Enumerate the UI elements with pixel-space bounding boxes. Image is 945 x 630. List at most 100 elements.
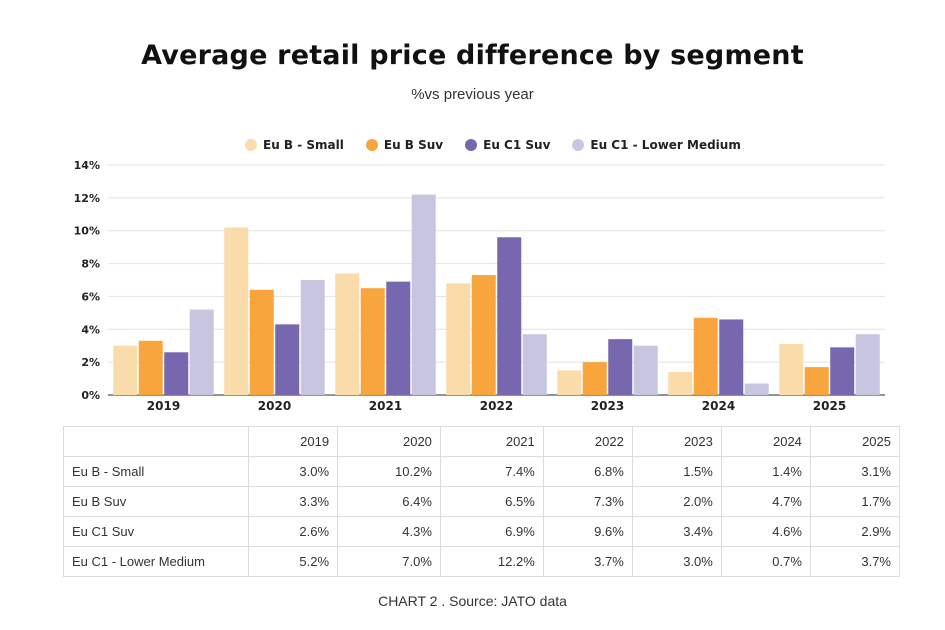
table-cell: 3.0% bbox=[631, 546, 722, 577]
bar bbox=[446, 283, 471, 395]
table-cell: 3.3% bbox=[247, 486, 339, 517]
table-cell: 2.0% bbox=[631, 486, 722, 517]
table-cell: 1.5% bbox=[631, 456, 722, 487]
table-cell: 3.7% bbox=[542, 546, 633, 577]
y-tick-label: 12% bbox=[74, 192, 100, 205]
legend: Eu B - Small Eu B Suv Eu C1 Suv Eu C1 - … bbox=[245, 135, 741, 155]
bar bbox=[275, 324, 300, 395]
bar bbox=[830, 347, 855, 395]
table-cell: 2.9% bbox=[809, 516, 901, 547]
table-cell: 7.3% bbox=[542, 486, 633, 517]
y-tick-label: 4% bbox=[81, 323, 100, 336]
bar bbox=[608, 339, 633, 395]
bar bbox=[113, 345, 138, 395]
y-tick-label: 6% bbox=[81, 290, 100, 303]
y-tick-label: 8% bbox=[81, 258, 100, 271]
bar bbox=[522, 334, 547, 395]
bar-chart: 0% 2% 4% 6% 8% 10% 12% 14% 2019 2020 2021 2022 2023 2… bbox=[74, 159, 885, 413]
bar bbox=[471, 275, 496, 395]
bar bbox=[411, 194, 436, 395]
legend-label: Eu C1 Suv bbox=[483, 138, 551, 152]
table-cell: 6.4% bbox=[337, 486, 441, 517]
chart-title: Average retail price difference by segme… bbox=[141, 40, 804, 71]
table-cell: 0.7% bbox=[720, 546, 811, 577]
table-cell: 3.0% bbox=[247, 456, 339, 487]
table-row: Eu B Suv 3.3% 6.4% 6.5% 7.3% 2.0% 4.7% 1… bbox=[63, 486, 901, 517]
bar bbox=[189, 309, 214, 395]
table-row-header: Eu B - Small bbox=[63, 456, 249, 487]
table-cell: 1.7% bbox=[809, 486, 901, 517]
bar bbox=[300, 280, 325, 395]
table-cell: 2.6% bbox=[247, 516, 339, 547]
y-tick-label: 0% bbox=[81, 389, 100, 402]
chart-caption: CHART 2 . Source: JATO data bbox=[378, 593, 567, 609]
bar bbox=[557, 370, 582, 395]
table-column-header: 2025 bbox=[809, 426, 901, 457]
legend-label: Eu C1 - Lower Medium bbox=[590, 138, 741, 152]
bar bbox=[693, 317, 718, 395]
bar bbox=[719, 319, 744, 395]
bar bbox=[582, 362, 607, 395]
table-cell: 5.2% bbox=[247, 546, 339, 577]
table-row: Eu C1 Suv 2.6% 4.3% 6.9% 9.6% 3.4% 4.6% … bbox=[63, 516, 901, 547]
legend-item-eu-c1-suv: Eu C1 Suv bbox=[465, 138, 550, 152]
table-cell: 4.6% bbox=[720, 516, 811, 547]
legend-item-eu-c1-lower-medium: Eu C1 - Lower Medium bbox=[572, 138, 741, 152]
table-column-header: 2022 bbox=[542, 426, 633, 457]
chart-subtitle: %vs previous year bbox=[411, 86, 534, 103]
x-tick-label: 2024 bbox=[702, 399, 735, 413]
table-cell: 6.9% bbox=[439, 516, 544, 547]
table-cell: 3.4% bbox=[631, 516, 722, 547]
data-table: 2019 2020 2021 2022 2023 2024 2025 Eu B … bbox=[63, 426, 901, 577]
table-header-row: 2019 2020 2021 2022 2023 2024 2025 bbox=[63, 426, 901, 457]
table-row-header: Eu B Suv bbox=[63, 486, 249, 517]
table-cell: 4.7% bbox=[720, 486, 811, 517]
bar bbox=[779, 344, 804, 395]
x-tick-label: 2023 bbox=[591, 399, 624, 413]
table-cell: 3.7% bbox=[809, 546, 901, 577]
table-column-header: 2024 bbox=[720, 426, 811, 457]
bar bbox=[744, 383, 769, 395]
bar bbox=[164, 352, 189, 395]
table-cell: 6.8% bbox=[542, 456, 633, 487]
table-cell: 3.1% bbox=[809, 456, 901, 487]
table-cell: 7.4% bbox=[439, 456, 544, 487]
bar bbox=[138, 340, 163, 395]
legend-item-eu-b-suv: Eu B Suv bbox=[365, 138, 444, 152]
y-tick-label: 10% bbox=[74, 225, 100, 238]
bar bbox=[224, 227, 249, 395]
bar bbox=[855, 334, 880, 395]
y-tick-label: 14% bbox=[74, 159, 100, 172]
table-cell: 10.2% bbox=[337, 456, 441, 487]
bar bbox=[804, 367, 829, 395]
table-cell: 4.3% bbox=[337, 516, 441, 547]
table-cell: 7.0% bbox=[337, 546, 441, 577]
table-column-header: 2023 bbox=[631, 426, 722, 457]
x-tick-label: 2025 bbox=[813, 399, 846, 413]
table-row: Eu B - Small 3.0% 10.2% 7.4% 6.8% 1.5% 1… bbox=[63, 456, 901, 487]
bar bbox=[249, 289, 274, 395]
bar bbox=[497, 237, 522, 395]
table-cell: 1.4% bbox=[720, 456, 811, 487]
bar bbox=[668, 372, 693, 395]
legend-swatch bbox=[572, 139, 585, 151]
legend-label: Eu B Suv bbox=[383, 138, 444, 152]
table-column-header: 2020 bbox=[337, 426, 441, 457]
legend-swatch bbox=[365, 139, 378, 151]
bar bbox=[633, 345, 658, 395]
table-column-header: 2021 bbox=[439, 426, 544, 457]
table-corner-cell bbox=[63, 426, 249, 457]
x-tick-label: 2022 bbox=[480, 399, 513, 413]
table-cell: 9.6% bbox=[542, 516, 633, 547]
legend-swatch bbox=[245, 139, 257, 151]
bar bbox=[386, 281, 411, 395]
table-row-header: Eu C1 - Lower Medium bbox=[63, 546, 249, 577]
table-cell: 12.2% bbox=[439, 546, 544, 577]
legend-swatch bbox=[465, 139, 478, 151]
x-tick-label: 2019 bbox=[147, 399, 180, 413]
table-row-header: Eu C1 Suv bbox=[63, 516, 249, 547]
table-column-header: 2019 bbox=[247, 426, 339, 457]
legend-item-eu-b-small: Eu B - Small bbox=[245, 138, 344, 152]
x-tick-label: 2021 bbox=[369, 399, 402, 413]
x-tick-label: 2020 bbox=[258, 399, 291, 413]
